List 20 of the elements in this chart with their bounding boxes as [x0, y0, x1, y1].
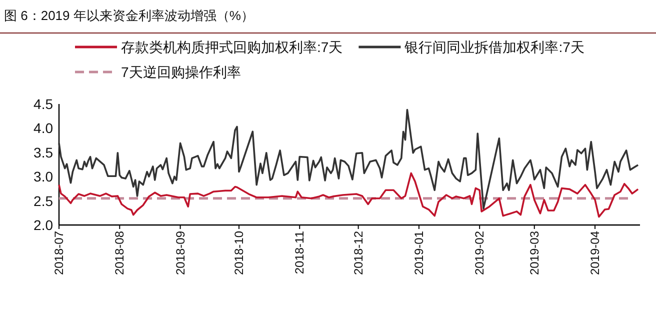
- legend-label: 银行间同业拆借加权利率:7天: [404, 39, 584, 55]
- xtick: 2019-04: [588, 231, 602, 276]
- xtick: 2018-10: [232, 231, 246, 276]
- ytick: 4.5: [34, 96, 53, 112]
- xtick: 2019-01: [412, 231, 426, 276]
- ytick: 4.0: [34, 120, 53, 136]
- xtick: 2018-08: [112, 231, 127, 276]
- legend-label: 7天逆回购操作利率: [121, 64, 241, 80]
- ytick: 3.5: [34, 144, 53, 160]
- legend-label: 存款类机构质押式回购加权利率:7天: [121, 39, 343, 55]
- xtick: 2018-07: [52, 231, 66, 276]
- xtick: 2019-02: [472, 231, 487, 276]
- xtick: 2018-11: [292, 231, 307, 274]
- ytick: 3.0: [34, 168, 53, 185]
- xtick: 2018-09: [173, 231, 188, 276]
- xtick: 2019-03: [527, 231, 542, 276]
- ytick: 2.5: [34, 192, 53, 209]
- title: 图 6：2019 年以来资金利率波动增强（%）: [4, 8, 254, 23]
- ytick: 2.0: [34, 217, 53, 233]
- xtick: 2018-12: [351, 231, 366, 276]
